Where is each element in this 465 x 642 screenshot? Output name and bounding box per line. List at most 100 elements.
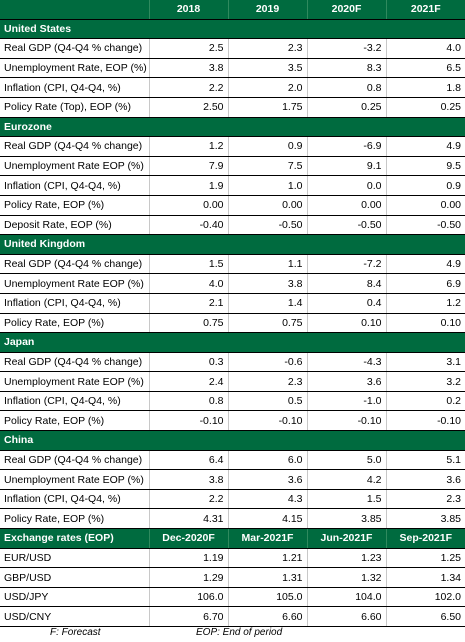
value-cell: -0.10 bbox=[307, 410, 387, 432]
header-corner-cell bbox=[0, 0, 150, 20]
section-header-cell bbox=[228, 117, 308, 138]
value-cell: 0.75 bbox=[228, 313, 308, 334]
value-cell: -0.10 bbox=[149, 410, 229, 432]
section-header-cell bbox=[307, 430, 387, 451]
value-cell: 5.1 bbox=[386, 450, 465, 471]
value-cell: 2.2 bbox=[149, 77, 229, 98]
value-cell: 0.4 bbox=[307, 293, 387, 314]
section-header-united-states: United States bbox=[0, 19, 465, 40]
fx-value-cell: 6.70 bbox=[149, 606, 229, 627]
forecast-note: F: Forecast bbox=[50, 627, 101, 638]
table-row: Inflation (CPI, Q4-Q4, %) 2.1 1.4 0.4 1.2 bbox=[0, 293, 465, 314]
value-cell: 3.85 bbox=[307, 508, 387, 530]
section-header-cell bbox=[307, 332, 387, 353]
value-cell: 3.8 bbox=[149, 58, 229, 79]
header-col-2020f: 2020F bbox=[307, 0, 387, 20]
value-cell: -0.10 bbox=[228, 410, 308, 432]
value-cell: 0.00 bbox=[228, 195, 308, 216]
fx-value-cell: 1.21 bbox=[228, 548, 308, 569]
section-header-united-kingdom: United Kingdom bbox=[0, 234, 465, 255]
value-cell: 2.2 bbox=[149, 489, 229, 510]
value-cell: 3.5 bbox=[228, 58, 308, 79]
fx-header-row: Exchange rates (EOP) Dec-2020F Mar-2021F Ju… bbox=[0, 528, 465, 549]
section-header-cell bbox=[386, 19, 465, 40]
fx-header-col: Sep-2021F bbox=[386, 528, 465, 549]
section-header-cell bbox=[149, 117, 229, 138]
fx-value-cell: 1.25 bbox=[386, 548, 465, 569]
table-row: Inflation (CPI, Q4-Q4, %) 0.8 0.5 -1.0 0.2 bbox=[0, 391, 465, 412]
value-cell: 0.25 bbox=[307, 97, 387, 118]
value-cell: 4.9 bbox=[386, 254, 465, 275]
fx-value-cell: 1.23 bbox=[307, 548, 387, 569]
value-cell: 1.2 bbox=[149, 136, 229, 157]
fx-value-cell: 102.0 bbox=[386, 587, 465, 608]
section-header-cell bbox=[228, 234, 308, 255]
row-label: Policy Rate, EOP (%) bbox=[0, 313, 150, 334]
row-label: Policy Rate, EOP (%) bbox=[0, 410, 150, 432]
fx-row: GBP/USD 1.29 1.31 1.32 1.34 bbox=[0, 567, 465, 588]
value-cell: 2.5 bbox=[149, 38, 229, 59]
section-header-cell bbox=[149, 19, 229, 40]
row-label: Real GDP (Q4-Q4 % change) bbox=[0, 352, 150, 373]
value-cell: -0.6 bbox=[228, 352, 308, 373]
row-label: Inflation (CPI, Q4-Q4, %) bbox=[0, 489, 150, 510]
value-cell: 0.10 bbox=[307, 313, 387, 334]
value-cell: 4.0 bbox=[386, 38, 465, 59]
value-cell: -6.9 bbox=[307, 136, 387, 157]
value-cell: -4.3 bbox=[307, 352, 387, 373]
fx-row: USD/JPY 106.0 105.0 104.0 102.0 bbox=[0, 587, 465, 608]
value-cell: -0.10 bbox=[386, 410, 465, 432]
row-label: Real GDP (Q4-Q4 % change) bbox=[0, 136, 150, 157]
section-header-cell bbox=[228, 19, 308, 40]
table-row: Policy Rate (Top), EOP (%) 2.50 1.75 0.25 0.… bbox=[0, 97, 465, 118]
row-label: Policy Rate, EOP (%) bbox=[0, 508, 150, 530]
value-cell: 3.1 bbox=[386, 352, 465, 373]
value-cell: 1.0 bbox=[228, 175, 308, 196]
value-cell: 6.5 bbox=[386, 58, 465, 79]
value-cell: -0.50 bbox=[386, 215, 465, 236]
fx-header-col: Jun-2021F bbox=[307, 528, 387, 549]
value-cell: -1.0 bbox=[307, 391, 387, 412]
fx-pair-label: GBP/USD bbox=[0, 567, 150, 588]
value-cell: 2.3 bbox=[228, 38, 308, 59]
section-header-cell bbox=[149, 234, 229, 255]
value-cell: 2.1 bbox=[149, 293, 229, 314]
value-cell: 8.3 bbox=[307, 58, 387, 79]
value-cell: 1.2 bbox=[386, 293, 465, 314]
value-cell: 0.00 bbox=[149, 195, 229, 216]
value-cell: 1.4 bbox=[228, 293, 308, 314]
fx-value-cell: 1.29 bbox=[149, 567, 229, 588]
value-cell: -7.2 bbox=[307, 254, 387, 275]
row-label: Real GDP (Q4-Q4 % change) bbox=[0, 254, 150, 275]
section-title: United Kingdom bbox=[0, 234, 150, 255]
section-header-cell bbox=[307, 19, 387, 40]
header-col-2018: 2018 bbox=[149, 0, 229, 20]
fx-row: EUR/USD 1.19 1.21 1.23 1.25 bbox=[0, 548, 465, 569]
value-cell: 9.5 bbox=[386, 156, 465, 177]
section-title: Eurozone bbox=[0, 117, 150, 138]
section-header-cell bbox=[386, 430, 465, 451]
value-cell: 0.2 bbox=[386, 391, 465, 412]
value-cell: -0.50 bbox=[228, 215, 308, 236]
fx-value-cell: 1.34 bbox=[386, 567, 465, 588]
row-label: Policy Rate (Top), EOP (%) bbox=[0, 97, 150, 118]
row-label: Deposit Rate, EOP (%) bbox=[0, 215, 150, 236]
table-row: Policy Rate, EOP (%) 4.31 4.15 3.85 3.85 bbox=[0, 508, 465, 530]
value-cell: 6.4 bbox=[149, 450, 229, 471]
value-cell: 3.8 bbox=[228, 273, 308, 294]
row-label: Real GDP (Q4-Q4 % change) bbox=[0, 38, 150, 59]
section-header-china: China bbox=[0, 430, 465, 451]
value-cell: 0.5 bbox=[228, 391, 308, 412]
value-cell: 2.3 bbox=[228, 371, 308, 392]
value-cell: 0.0 bbox=[307, 175, 387, 196]
value-cell: 3.2 bbox=[386, 371, 465, 392]
value-cell: 0.00 bbox=[386, 195, 465, 216]
row-label: Inflation (CPI, Q4-Q4, %) bbox=[0, 293, 150, 314]
table-row: Policy Rate, EOP (%) -0.10 -0.10 -0.10 -0.10 bbox=[0, 410, 465, 432]
header-col-2019: 2019 bbox=[228, 0, 308, 20]
value-cell: 1.5 bbox=[307, 489, 387, 510]
table-row: Unemployment Rate EOP (%) 2.4 2.3 3.6 3.2 bbox=[0, 371, 465, 392]
table-row: Unemployment Rate EOP (%) 7.9 7.5 9.1 9.5 bbox=[0, 156, 465, 177]
value-cell: 8.4 bbox=[307, 273, 387, 294]
value-cell: 3.6 bbox=[228, 469, 308, 490]
